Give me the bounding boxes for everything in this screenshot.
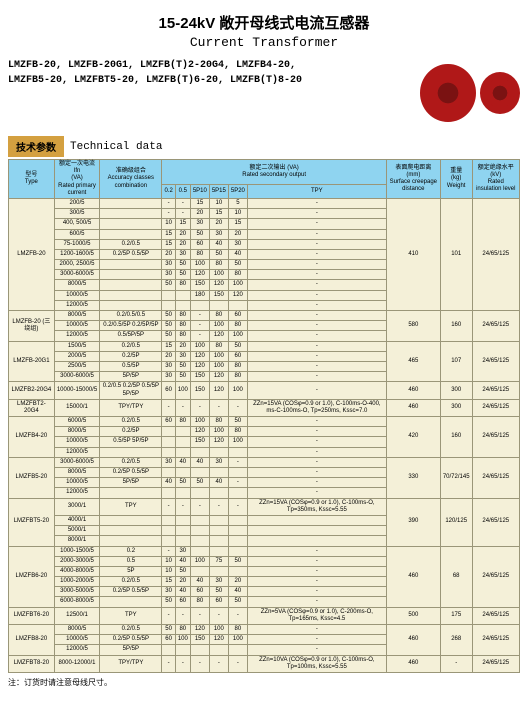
- table-row: LMZFBT6-2012500/1TPY-----ZZn=5VA (COSφ=0…: [9, 607, 520, 624]
- table-row: LMZFB-20G11500/50.2/0.515201008050-46510…: [9, 341, 520, 351]
- spec-table: 型号Type 额定一次电流 Ifn(VA)Rated primary curre…: [8, 159, 520, 673]
- table-row: LMZFBT5-203000/1TPY-----ZZn=15VA (COSφ=0…: [9, 498, 520, 515]
- table-row: LMZFB4-206000/50.2/0.560801008050-420160…: [9, 417, 520, 427]
- models-line-1: LMZFB-20, LMZFB-20G1, LMZFB(T)2-20G4, LM…: [8, 58, 412, 73]
- table-row: LMZFB-20 (三绕组)8000/50.2/0.5/0.55080-8060…: [9, 311, 520, 321]
- table-row: LMZFB8-208000/50.2/0.5508012010080-46026…: [9, 625, 520, 635]
- table-row: LMZFB5-203000-6000/50.2/0.530404030--330…: [9, 457, 520, 467]
- product-image: [420, 58, 520, 128]
- transformer-icon: [420, 64, 476, 122]
- footer-note: 注：订货时请注意母线尺寸。: [8, 677, 520, 688]
- table-row: LMZFBT8-208000-12000/1TPY/TPY-----ZZn=10…: [9, 655, 520, 672]
- transformer-icon-small: [480, 72, 520, 114]
- table-row: LMZFBT2-20G415000/1TPY/TPY-----ZZn=15VA …: [9, 399, 520, 416]
- table-row: LMZFB2-20G410000-15000/50.2/0.5 0.2/5P 0…: [9, 382, 520, 399]
- table-row: LMZFB-20200/5--15105-41010124/65/125: [9, 198, 520, 208]
- title-cn: 15-24kV 敞开母线式电流互感器: [8, 12, 520, 33]
- model-list: LMZFB-20, LMZFB-20G1, LMZFB(T)2-20G4, LM…: [8, 58, 412, 88]
- header-row-1: 型号Type 额定一次电流 Ifn(VA)Rated primary curre…: [9, 160, 520, 185]
- models-line-2: LMZFB5-20, LMZFBT5-20, LMZFB(T)6-20, LMZ…: [8, 73, 412, 88]
- tech-en: Technical data: [70, 141, 162, 153]
- table-row: LMZFB6-201000-1500/50.2-30-4606824/65/12…: [9, 546, 520, 556]
- title-en: Current Transformer: [8, 35, 520, 50]
- tech-tab: 技术参数: [8, 136, 64, 157]
